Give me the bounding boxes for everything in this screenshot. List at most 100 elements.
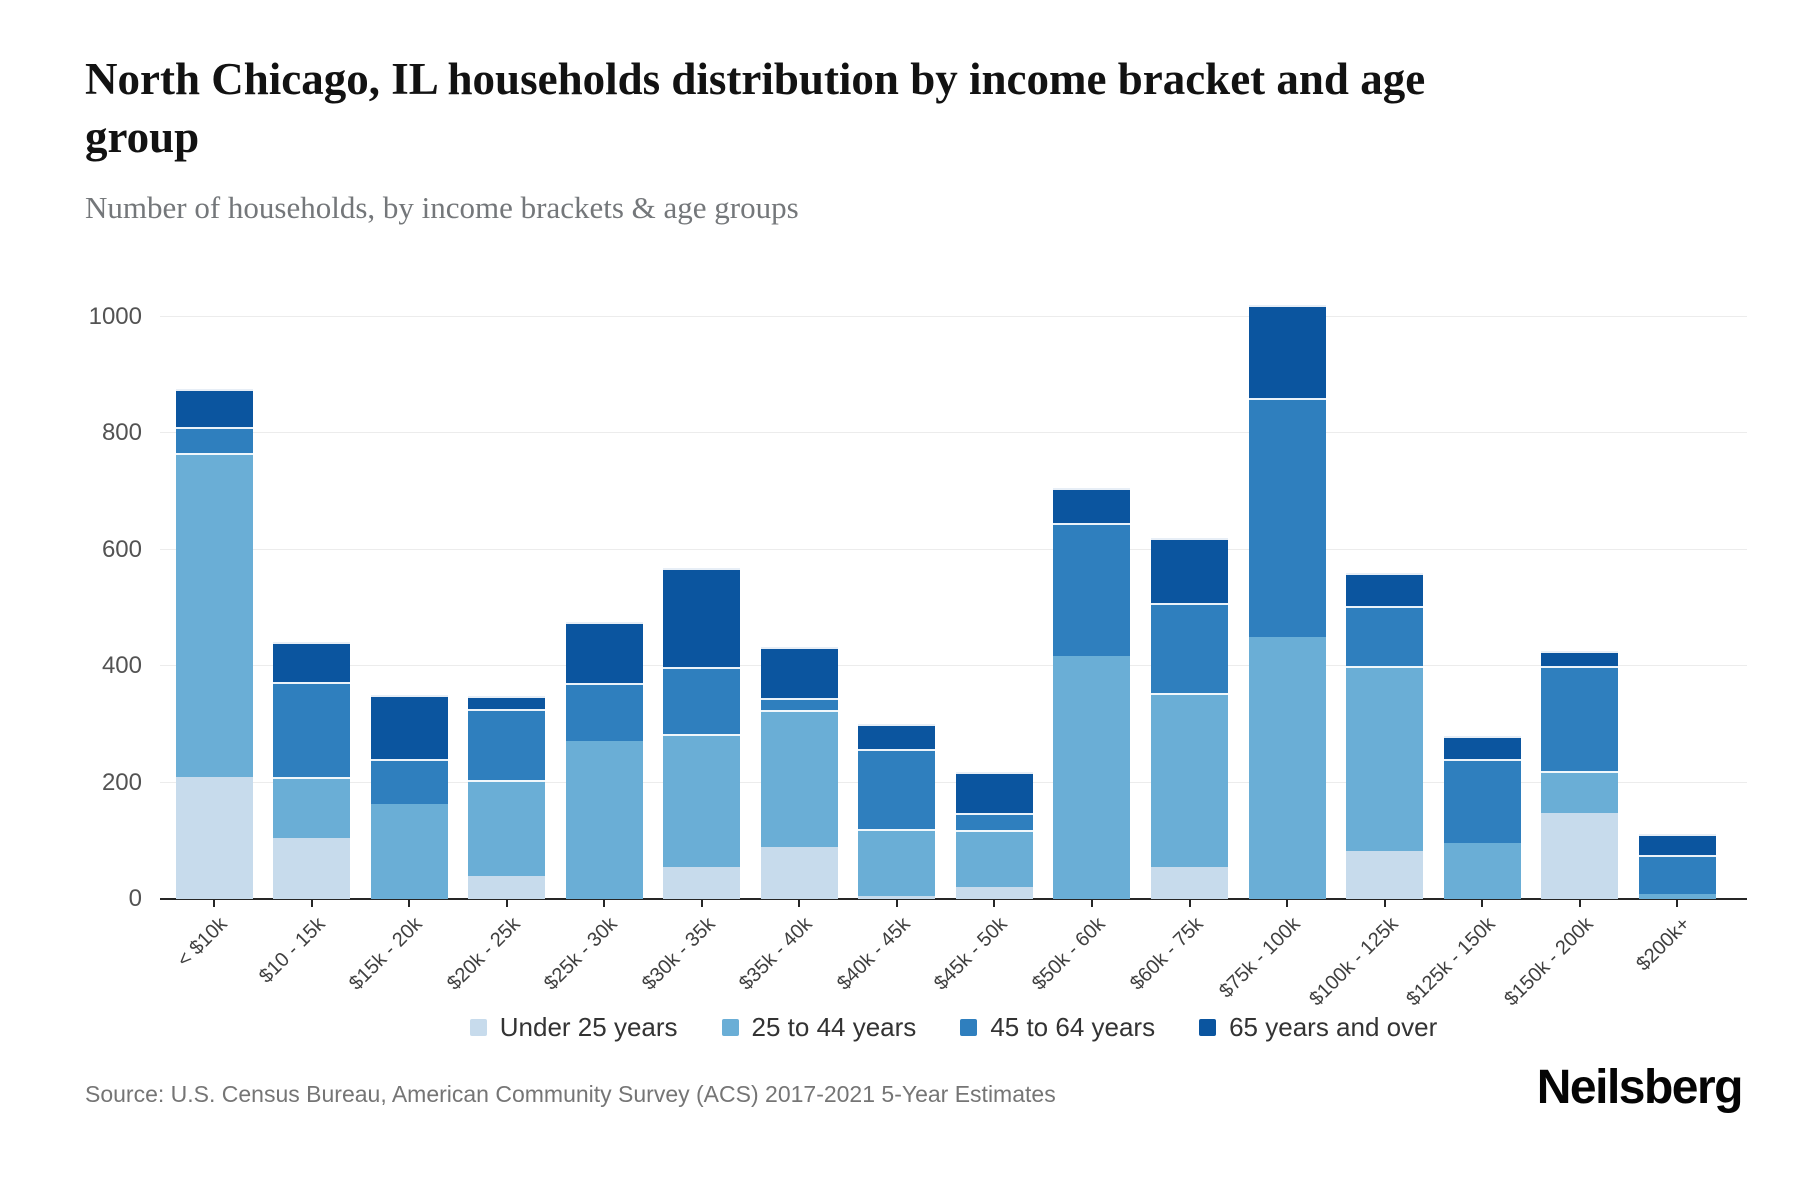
gridline-800: [160, 432, 1747, 433]
x-axis-label: $40k - 45k: [832, 913, 915, 995]
bar-20k-25k: [468, 255, 546, 899]
bar-segment: [1151, 537, 1228, 604]
bar-segment: [955, 772, 1033, 813]
bar-40k-45k: [858, 255, 936, 899]
x-axis-tick: [408, 900, 411, 907]
bar-10k: [175, 255, 253, 899]
bar-segment: [1151, 693, 1228, 867]
gridline-1000: [160, 315, 1747, 317]
bar-segment: [1151, 603, 1228, 694]
x-axis-tick: [1383, 900, 1386, 907]
bar-100k-125k: [1346, 255, 1424, 899]
bar-segment: [468, 708, 546, 780]
bar-segment: [565, 740, 643, 899]
bar-segment: [1346, 851, 1424, 899]
x-axis-tick: [798, 900, 801, 907]
brand-logo[interactable]: Neilsberg: [1536, 1061, 1744, 1114]
bar-segment: [468, 696, 546, 709]
bar-segment: [1541, 770, 1619, 813]
bar-segment: [468, 875, 546, 899]
bar-segment: [565, 621, 643, 684]
x-axis-tick: [700, 900, 703, 907]
bar-segment: [955, 829, 1033, 888]
bar-segment: [760, 646, 838, 699]
y-axis-tick-label: 400: [101, 652, 142, 679]
x-axis-label: $30k - 35k: [637, 913, 720, 995]
bar-segment: [1443, 735, 1521, 760]
x-axis-label: $75k - 100k: [1215, 913, 1305, 1003]
x-axis-label: $50k - 60k: [1027, 913, 1110, 995]
bar-segment: [1053, 488, 1131, 524]
bar-segment: [273, 776, 351, 838]
bar-segment: [175, 453, 253, 777]
x-axis-label: $45k - 50k: [930, 913, 1012, 995]
bar-segment: [1541, 812, 1619, 899]
bar-segment: [370, 804, 448, 899]
bar-200k: [1638, 255, 1716, 899]
legend-item-under-25-years[interactable]: Under 25 years: [469, 1012, 678, 1042]
x-axis-label: $100k - 125k: [1304, 913, 1403, 1011]
x-axis-label: $25k - 30k: [540, 913, 622, 995]
x-axis-line: [160, 898, 1747, 900]
legend-item-65-years-and-over[interactable]: 65 years and over: [1199, 1012, 1437, 1042]
bar-segment: [175, 389, 253, 428]
bar-segment: [663, 568, 741, 668]
bar-segment: [1638, 855, 1716, 895]
y-axis-tick-label: 600: [101, 535, 142, 563]
legend-swatch-icon: [721, 1018, 739, 1036]
legend-label: 45 to 64 years: [990, 1012, 1156, 1042]
bar-segment: [760, 698, 838, 710]
x-axis-label: $20k - 25k: [442, 913, 525, 995]
bar-segment: [175, 427, 253, 454]
bar-segment: [1346, 606, 1424, 666]
x-axis-label: $60k - 75k: [1125, 913, 1208, 995]
x-axis-tick: [603, 900, 606, 907]
x-axis-tick: [1188, 900, 1191, 907]
x-axis-tick: [213, 900, 215, 907]
bar-10-15k: [273, 255, 351, 899]
gridline-600: [160, 548, 1747, 550]
bar-30k-35k: [663, 255, 741, 899]
x-axis-tick: [993, 900, 996, 907]
bar-segment: [1053, 655, 1131, 899]
x-axis-tick: [505, 900, 508, 907]
chart-subtitle: Number of households, by income brackets…: [85, 190, 799, 225]
bar-segment: [955, 887, 1033, 899]
bar-segment: [565, 683, 643, 741]
legend-item-25-to-44-years[interactable]: 25 to 44 years: [721, 1012, 917, 1042]
legend-item-45-to-64-years[interactable]: 45 to 64 years: [960, 1012, 1155, 1042]
bar-15k-20k: [370, 255, 448, 899]
legend: Under 25 years 25 to 44 years 45 to 64 yea…: [160, 1008, 1747, 1046]
x-axis-tick: [310, 900, 313, 907]
chart-title: North Chicago, IL households distributio…: [85, 54, 1426, 162]
bar-segment: [858, 829, 936, 897]
bar-segment: [663, 734, 741, 867]
bar-segment: [760, 846, 838, 899]
y-axis-tick-label: 0: [128, 885, 142, 912]
bar-segment: [1443, 759, 1521, 843]
bar-segment: [1541, 666, 1619, 771]
bar-segment: [370, 759, 448, 805]
legend-swatch-icon: [469, 1018, 487, 1036]
bar-segment: [468, 779, 546, 876]
bar-60k-75k: [1151, 255, 1228, 899]
bar-segment: [1541, 651, 1619, 666]
bar-segment: [858, 724, 936, 750]
bar-segment: [1443, 842, 1521, 899]
legend-swatch-icon: [960, 1018, 978, 1036]
x-axis-tick: [1286, 900, 1289, 907]
bar-segment: [858, 896, 936, 899]
plot-area: 0 200 400 600 800 1000 < $10k $10 - 15k $15k - 2…: [89, 255, 1747, 1010]
bar-50k-60k: [1053, 255, 1131, 899]
bar-segment: [273, 682, 351, 777]
x-axis-tick: [1481, 900, 1484, 907]
legend-label: 65 years and over: [1229, 1012, 1438, 1042]
legend-label: 25 to 44 years: [751, 1012, 917, 1042]
bar-segment: [1248, 304, 1326, 399]
bar-segment: [955, 812, 1033, 830]
gridline-200: [160, 781, 1747, 783]
bar-35k-40k: [760, 255, 838, 899]
y-axis-tick-label: 1000: [88, 302, 142, 330]
x-axis-tick: [1090, 900, 1093, 907]
